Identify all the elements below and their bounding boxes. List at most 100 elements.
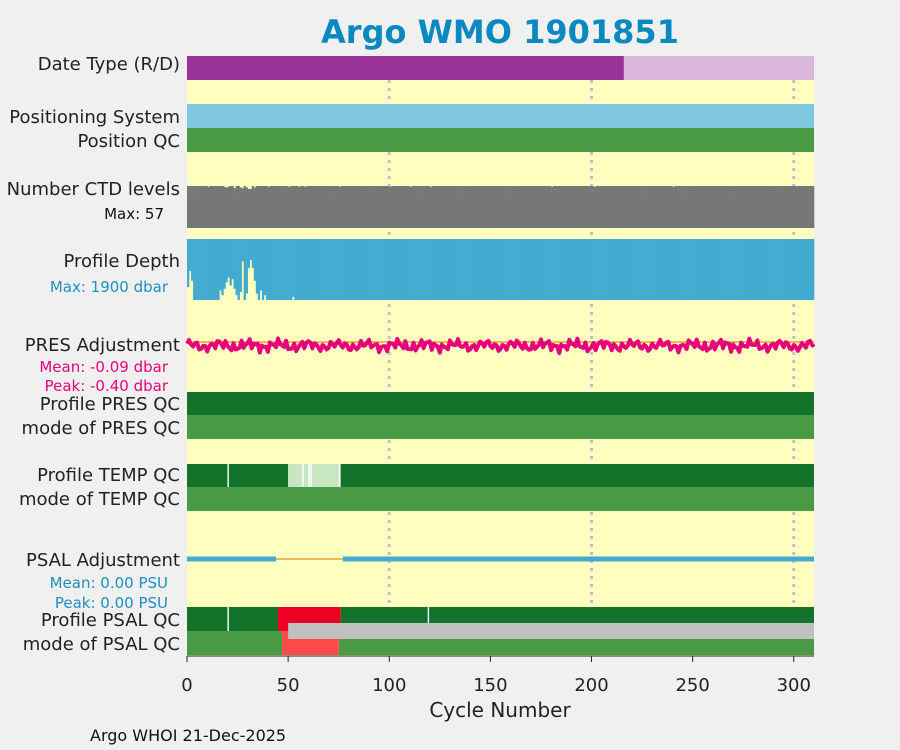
profile-depth-bar (745, 239, 748, 300)
ctd-level-bar (369, 186, 372, 228)
profile-depth-bar (769, 239, 772, 300)
ctd-level-bar (486, 186, 489, 228)
profile-depth-bar (743, 239, 746, 300)
profile-depth-bar (221, 239, 224, 296)
profile-depth-bar (482, 239, 485, 300)
ctd-level-bar (660, 186, 663, 228)
ctd-level-bar (431, 186, 435, 228)
ctd-level-bar (383, 186, 386, 228)
ctd-level-bar (763, 186, 766, 228)
profile-depth-bar (787, 239, 791, 300)
profile-depth-bar (589, 239, 592, 300)
ctd-level-bar (668, 186, 671, 228)
ctd-level-bar (456, 186, 459, 228)
profile-depth-bar (284, 239, 287, 300)
profile-depth-bar (520, 239, 524, 300)
row-labels: Date Type (R/D) Positioning System Posit… (7, 54, 180, 655)
profile-depth-bar (779, 239, 782, 300)
ctd-level-bar (601, 186, 604, 228)
ctd-level-bar (470, 186, 473, 228)
profile-depth-bar (488, 239, 491, 300)
profile-depth-bar (294, 239, 297, 300)
ctd-level-bar (209, 186, 212, 228)
ctd-level-bar (722, 186, 726, 228)
ctd-level-bar (803, 186, 807, 228)
ctd-level-bar (676, 186, 679, 228)
profile-depth-bar (777, 239, 780, 300)
psal-mean-label: Mean: 0.00 PSU (50, 574, 168, 592)
ctd-level-bar (549, 186, 552, 228)
profile-depth-bar (593, 239, 596, 300)
profile-depth-bar (472, 239, 475, 300)
ctd-level-bar (441, 186, 445, 228)
profile-depth-bar (603, 239, 606, 300)
profile-depth-bar (397, 239, 400, 300)
profile-depth-bar (708, 239, 712, 300)
profile-depth-bar (187, 239, 190, 288)
ctd-level-bar (417, 186, 420, 228)
profile-depth-bar (579, 239, 582, 300)
ctd-level-bar (524, 186, 528, 228)
pres-adjustment-series (185, 336, 816, 356)
profile-depth-bar (356, 239, 360, 300)
ctd-level-bar (275, 186, 279, 228)
profile-depth-bar (506, 239, 509, 300)
ctd-level-bar (559, 186, 562, 228)
profile-psal-qc-A (187, 607, 279, 631)
profile-depth-bar (807, 239, 811, 300)
ctd-level-bar (411, 186, 414, 228)
profile-depth-bar (672, 239, 675, 300)
profile-depth-bar (791, 239, 795, 300)
ctd-level-bar (720, 186, 724, 228)
label-mode-psal-qc: mode of PSAL QC (23, 634, 180, 655)
profile-depth-bar (544, 239, 548, 300)
ctd-level-bar (247, 188, 250, 228)
ctd-level-bar (508, 186, 511, 228)
profile-depth-bar (577, 239, 580, 300)
profile-depth-bar (627, 239, 631, 300)
profile-depth-bar (682, 239, 685, 300)
profile-depth-bar (508, 239, 511, 300)
ctd-level-bar (273, 186, 277, 228)
profile-depth-bar (304, 239, 307, 300)
ctd-level-bar (510, 186, 513, 228)
profile-depth-bar (292, 239, 295, 297)
ctd-level-bar (605, 186, 608, 228)
ctd-level-bar (496, 186, 499, 228)
profile-temp-qc-gap (227, 464, 229, 487)
ctd-level-bar (267, 186, 271, 228)
profile-depth-bar (375, 239, 378, 300)
profile-depth-bar (555, 239, 558, 300)
ctd-level-bar (362, 186, 366, 228)
ctd-level-bar (571, 186, 574, 228)
profile-depth-bar (629, 239, 633, 300)
x-tick-label: 50 (277, 675, 300, 696)
profile-depth-bar (652, 239, 655, 300)
profile-depth-bar (352, 239, 356, 300)
ctd-level-bar (787, 186, 791, 228)
ctd-level-bar (621, 186, 625, 228)
ctd-level-bar (565, 186, 568, 228)
ctd-level-bar (674, 186, 677, 228)
profile-depth-bar (310, 239, 313, 300)
profile-depth-bar (607, 239, 611, 300)
profile-pres-qc-bar (187, 392, 814, 415)
ctd-level-bar (688, 186, 691, 228)
ctd-level-bar (243, 186, 246, 228)
ctd-level-bar (633, 186, 637, 228)
profile-depth-bar (245, 239, 248, 294)
ctd-level-bar (542, 186, 546, 228)
profile-depth-bar (811, 239, 815, 300)
ctd-level-bar (377, 186, 380, 228)
ctd-level-bar (342, 186, 346, 228)
ctd-max-label: Max: 57 (104, 205, 164, 223)
ctd-level-bar (781, 186, 784, 228)
ctd-level-bar (761, 186, 764, 228)
profile-depth-bar (702, 239, 706, 300)
ctd-level-bar (437, 186, 441, 228)
data-type-segment-D (187, 56, 624, 80)
profile-depth-bar (466, 239, 469, 300)
profile-temp-qc-B (288, 464, 341, 487)
profile-depth-bar (583, 239, 586, 300)
profile-depth-bar (609, 239, 613, 300)
